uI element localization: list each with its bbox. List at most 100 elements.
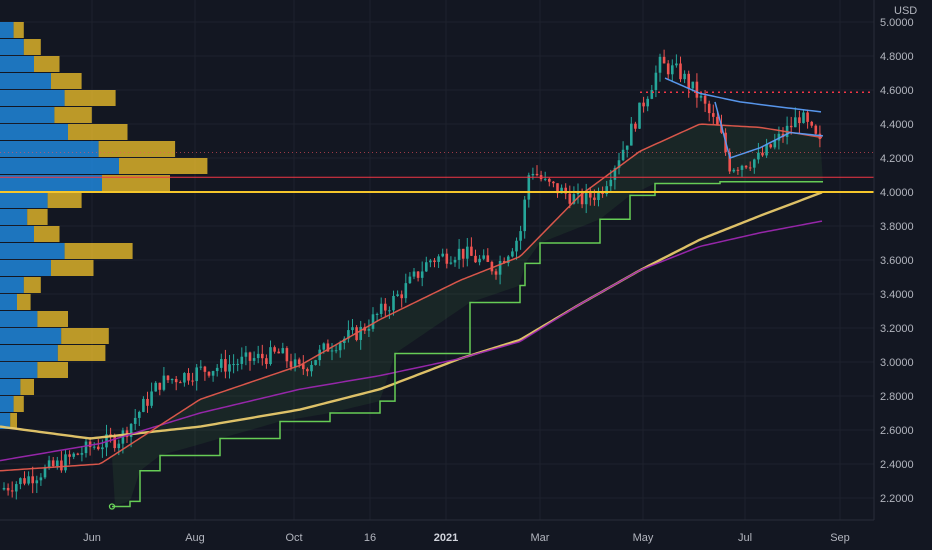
candle-body — [712, 113, 715, 117]
candle-body — [560, 187, 563, 194]
candle-body — [445, 253, 449, 264]
candle-body — [613, 167, 617, 180]
time-tick-label: May — [633, 532, 654, 544]
candle-body — [228, 364, 231, 372]
candle-body — [88, 441, 92, 448]
volume-profile-bar-down — [37, 362, 68, 378]
candle-body — [773, 140, 777, 148]
candle-body — [740, 165, 744, 170]
price-tick-label: 2.2000 — [880, 493, 914, 505]
volume-profile-bar-up — [0, 175, 102, 191]
volume-profile-bar-down — [34, 226, 60, 242]
candle-body — [101, 447, 104, 450]
candle-body — [617, 160, 621, 168]
candle-body — [515, 240, 518, 252]
candle-body — [416, 271, 420, 278]
candle-body — [72, 453, 75, 457]
candle-body — [507, 256, 510, 263]
volume-profile-bar-up — [0, 107, 55, 123]
volume-profile-bar-down — [54, 107, 92, 123]
candle-body — [199, 366, 203, 368]
volume-profile-bar-up — [0, 226, 34, 242]
indicator-line — [664, 77, 822, 113]
candle-body — [441, 253, 444, 257]
candle-body — [334, 350, 338, 352]
volume-profile-bar-up — [0, 243, 65, 259]
candle-body — [687, 73, 690, 89]
candle-body — [621, 149, 625, 161]
candle-body — [519, 231, 522, 241]
price-tick-label: 4.8000 — [880, 51, 914, 63]
candle-body — [564, 187, 567, 194]
candle-body — [310, 364, 313, 372]
candle-body — [498, 261, 502, 275]
price-tick-label: 3.0000 — [880, 357, 914, 369]
candle-body — [133, 417, 137, 424]
candle-body — [371, 314, 375, 329]
candle-body — [248, 352, 252, 361]
time-axis-panel — [0, 520, 932, 550]
price-tick-label: 3.4000 — [880, 289, 914, 301]
price-tick-label: 2.8000 — [880, 391, 914, 403]
volume-profile-bar-down — [47, 192, 82, 208]
candle-body — [256, 353, 260, 359]
candle-body — [425, 262, 428, 272]
candle-body — [252, 358, 256, 361]
candle-body — [150, 391, 153, 406]
candle-body — [470, 246, 473, 256]
price-axis-panel — [874, 0, 932, 550]
time-tick-label: 16 — [364, 532, 376, 544]
volume-profile-bar-down — [34, 56, 60, 72]
time-tick-label: 2021 — [434, 532, 458, 544]
candle-body — [27, 476, 30, 484]
volume-profile-bar-up — [0, 277, 24, 293]
candle-body — [35, 480, 39, 484]
candle-body — [265, 358, 268, 365]
candle-body — [261, 353, 264, 359]
candle-body — [478, 258, 481, 263]
candle-body — [646, 98, 649, 107]
volume-profile-bar-down — [119, 158, 208, 174]
time-axis-labels: Jun Aug Oct 16 2021 Mar May Jul Sep — [83, 532, 850, 544]
price-tick-label: 2.6000 — [880, 425, 914, 437]
candle-body — [170, 378, 174, 381]
candle-body — [183, 373, 186, 383]
candle-body — [662, 56, 666, 64]
candle-body — [490, 261, 494, 272]
volume-profile-bar-down — [51, 260, 94, 276]
time-tick-label: Aug — [185, 532, 205, 544]
candle-body — [630, 123, 633, 146]
candle-body — [634, 123, 637, 129]
candle-body — [322, 343, 326, 350]
volume-profile-bar-down — [17, 294, 31, 310]
volume-profile-bar-up — [0, 294, 17, 310]
candle-body — [798, 117, 801, 124]
currency-label: USD — [894, 5, 917, 17]
volume-profile-bar-down — [61, 328, 109, 344]
volume-profile — [0, 22, 208, 429]
volume-profile-bar-down — [57, 345, 106, 361]
candle-body — [502, 261, 506, 263]
candle-body — [461, 248, 465, 259]
candle-body — [420, 271, 424, 278]
candle-body — [679, 63, 682, 80]
volume-profile-bar-up — [0, 362, 38, 378]
candle-body — [64, 454, 67, 471]
candle-body — [146, 398, 149, 406]
candle-body — [511, 251, 514, 257]
candle-body — [306, 369, 309, 372]
candle-body — [572, 194, 576, 204]
candle-body — [68, 454, 71, 457]
time-tick-label: Mar — [531, 532, 550, 544]
grid-lines — [0, 0, 874, 520]
candle-body — [707, 103, 711, 114]
price-tick-label: 5.0000 — [880, 17, 914, 29]
candle-body — [486, 255, 490, 262]
volume-profile-bar-down — [64, 243, 133, 259]
candle-body — [412, 271, 416, 277]
volume-profile-bar-up — [0, 56, 34, 72]
time-tick-label: Oct — [285, 532, 302, 544]
candle-body — [56, 460, 59, 467]
